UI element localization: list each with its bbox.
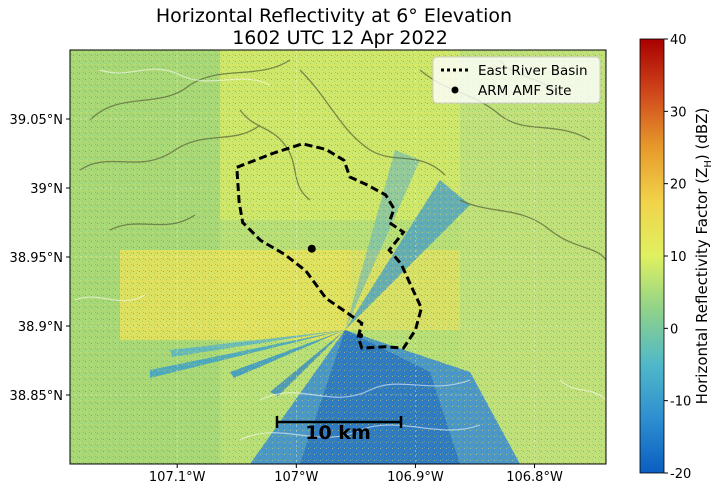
longitude-ticks: 107.1°W 107°W 106.9°W 106.8°W [149, 464, 563, 485]
colorbar-tick-label: 20 [670, 178, 687, 193]
lat-tick-label: 39.05°N [10, 113, 63, 128]
map-panel [70, 50, 606, 464]
colorbar-tick-label: 40 [670, 33, 687, 48]
map-title-line2: 1602 UTC 12 Apr 2022 [232, 27, 448, 49]
lat-tick-label: 38.95°N [10, 251, 63, 266]
colorbar-tick-label: -20 [670, 467, 691, 482]
lon-tick-label: 107.1°W [149, 470, 206, 485]
terrain-contours-light [74, 68, 606, 441]
lon-tick-label: 107°W [274, 470, 318, 485]
legend-basin-label: East River Basin [478, 63, 588, 79]
colorbar-ticks: -20 -10 0 10 20 30 40 [664, 33, 691, 482]
lat-tick-label: 39°N [30, 182, 63, 197]
colorbar-label: Horizontal Reflectivity Factor (ZH) (dBZ… [693, 108, 714, 405]
map-legend: East River Basin ARM AMF Site [432, 56, 601, 104]
radar-site-marker [358, 333, 364, 339]
scale-bar-label: 10 km [305, 422, 371, 444]
colorbar-tick-label: -10 [670, 395, 691, 410]
map-gridlines [70, 50, 606, 464]
legend-arm-label: ARM AMF Site [478, 83, 571, 99]
east-river-basin-outline [235, 142, 423, 350]
lat-tick-label: 38.85°N [10, 389, 63, 404]
legend-arm-symbol [451, 86, 459, 94]
latitude-ticks: 38.85°N 38.9°N 38.95°N 39°N 39.05°N [10, 113, 70, 404]
lon-tick-label: 106.9°W [387, 470, 444, 485]
arm-amf-site-marker [307, 244, 316, 253]
colorbar-tick-label: 10 [670, 250, 687, 265]
colorbar-tick-label: 0 [670, 322, 678, 337]
colorbar [639, 38, 665, 474]
lat-tick-label: 38.9°N [18, 320, 63, 335]
map-title-line1: Horizontal Reflectivity at 6° Elevation [156, 5, 512, 27]
scale-bar: 10 km [275, 416, 403, 444]
lon-tick-label: 106.8°W [506, 470, 563, 485]
colorbar-tick-label: 30 [670, 105, 687, 120]
